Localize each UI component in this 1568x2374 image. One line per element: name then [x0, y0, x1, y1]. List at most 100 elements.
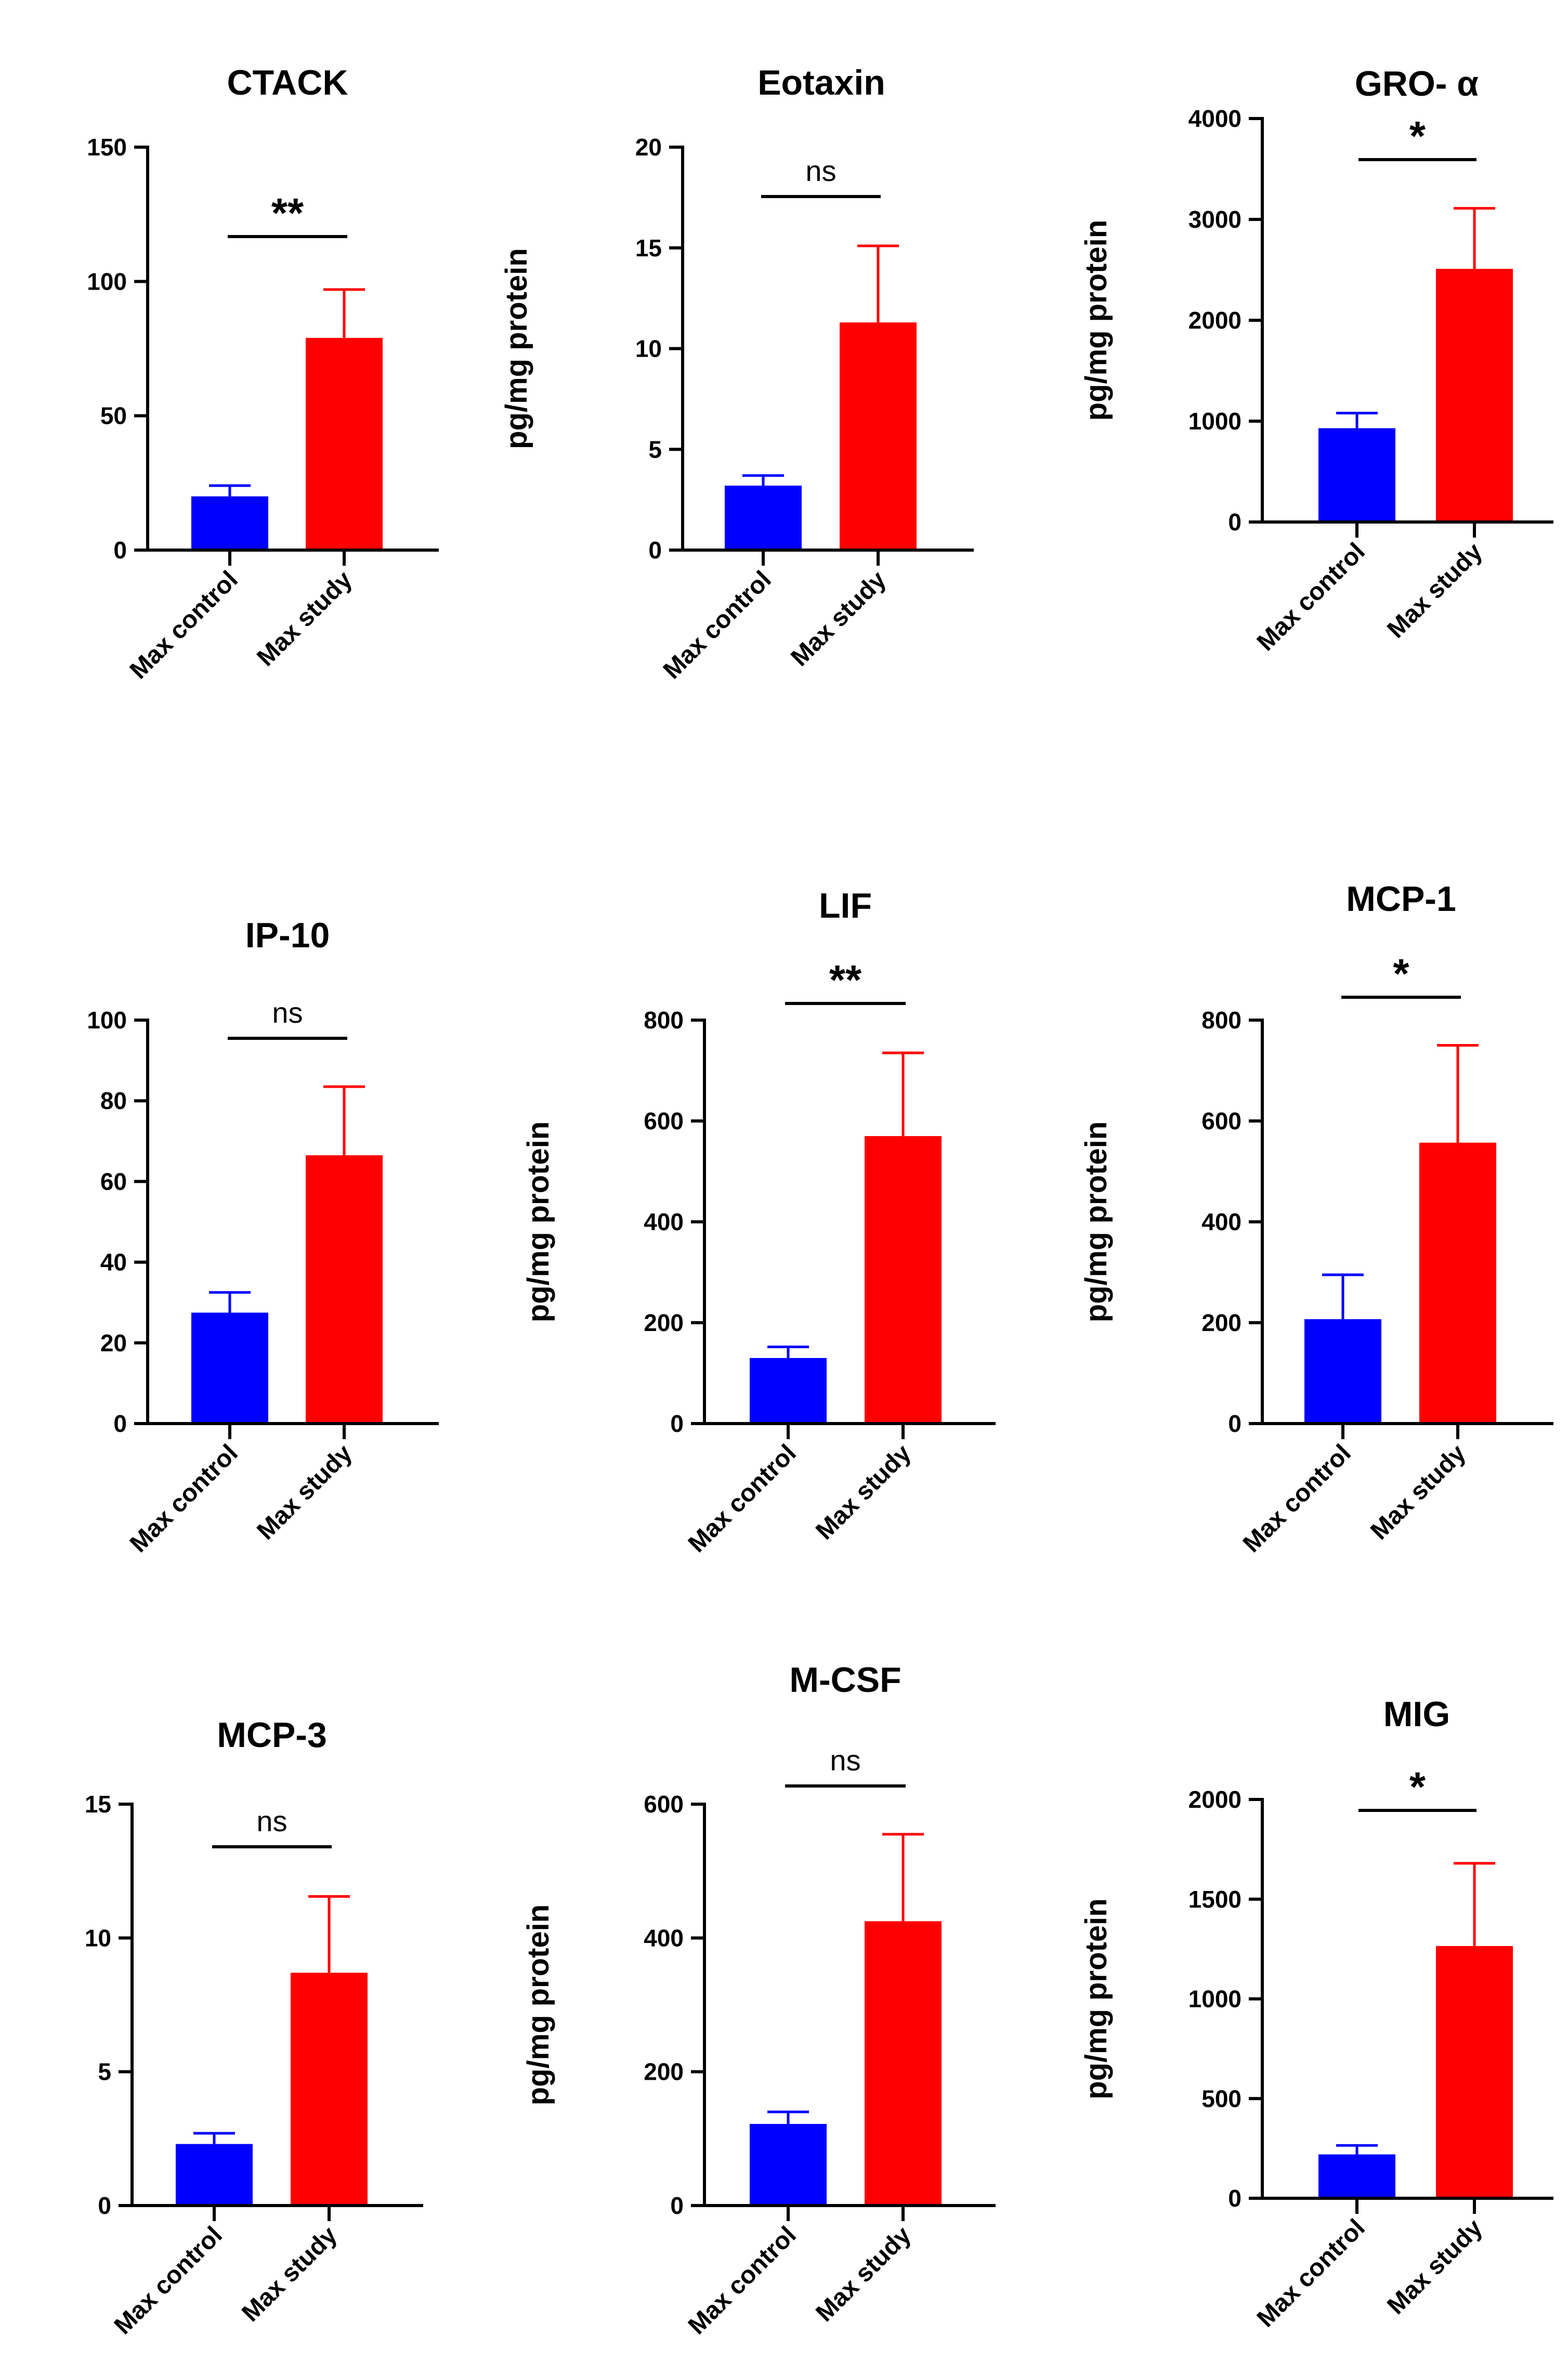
bar-max-study — [1436, 1946, 1513, 2198]
y-tick-label: 0 — [670, 2192, 684, 2219]
significance-label: * — [1393, 950, 1409, 997]
y-tick-label: 500 — [1201, 2085, 1242, 2112]
y-tick-label: 0 — [1228, 1410, 1242, 1437]
y-tick-label: 10 — [635, 335, 662, 362]
chart-title: CTACK — [227, 63, 348, 102]
x-tick-label: Max control — [1252, 538, 1370, 656]
y-tick-label: 200 — [644, 2058, 684, 2085]
bar-max-control — [1318, 2154, 1395, 2198]
y-tick-label: 0 — [648, 537, 662, 564]
y-tick-label: 0 — [113, 537, 127, 564]
x-tick-label: Max study — [252, 1439, 358, 1545]
x-tick-label: Max control — [125, 1439, 243, 1558]
bar-max-study — [306, 337, 383, 550]
bar-max-study — [1436, 269, 1513, 522]
chart-panel: GRO- α pg/mg protein 0 1000 2000 3000 4000 Max … — [1079, 64, 1553, 656]
y-tick-label: 800 — [644, 1007, 684, 1034]
chart-panel: IP-10pg/mg protein020406080100Max contro… — [87, 916, 439, 1558]
y-tick-label: 50 — [100, 402, 127, 429]
x-tick-label: Max study — [1382, 538, 1488, 644]
y-tick-label: 1000 — [1188, 1986, 1242, 2013]
y-tick-label: 150 — [87, 134, 127, 161]
bar-max-study — [840, 322, 917, 550]
significance-label: ns — [272, 996, 303, 1029]
chart-title: LIF — [819, 886, 872, 925]
y-tick-label: 60 — [100, 1168, 127, 1195]
y-tick-label: 2000 — [1188, 307, 1242, 334]
y-tick-label: 20 — [635, 134, 662, 161]
x-tick-label: Max control — [109, 2221, 228, 2340]
significance-label: ns — [830, 1744, 860, 1777]
x-tick-label: Max study — [237, 2221, 343, 2327]
y-axis-label: pg/mg protein — [521, 1121, 555, 1323]
y-axis-label: pg/mg protein — [1079, 1898, 1113, 2099]
y-axis-label: pg/mg protein — [500, 248, 533, 449]
significance-label: * — [1409, 113, 1426, 159]
x-tick-label: Max study — [811, 1439, 917, 1545]
x-tick-label: Max study — [786, 566, 892, 672]
chart-title: GRO- α — [1355, 64, 1479, 103]
x-tick-label: Max control — [683, 1439, 802, 1558]
x-tick-label: Max study — [811, 2221, 917, 2327]
chart-title: MCP-3 — [217, 1715, 327, 1755]
x-tick-label: Max study — [1382, 2214, 1488, 2320]
y-tick-label: 400 — [1201, 1208, 1242, 1235]
y-tick-label: 200 — [1201, 1309, 1242, 1336]
y-tick-label: 0 — [113, 1410, 127, 1437]
y-axis-label: pg/mg protein — [521, 1905, 555, 2106]
bar-max-study — [291, 1973, 368, 2206]
x-tick-label: Max control — [683, 2221, 802, 2340]
y-tick-label: 1000 — [1188, 408, 1242, 435]
y-tick-label: 10 — [85, 1924, 111, 1951]
y-tick-label: 0 — [1228, 508, 1242, 536]
y-tick-label: 0 — [670, 1410, 684, 1437]
y-tick-label: 20 — [100, 1329, 127, 1356]
y-axis-label: pg/mg protein — [1079, 1121, 1113, 1323]
y-tick-label: 200 — [644, 1309, 684, 1336]
chart-panel: Eotaxin pg/mg protein 0 5 10 15 20 Max control M… — [500, 63, 974, 684]
x-tick-label: Max control — [1238, 1439, 1356, 1558]
chart-panel: CTACKpg/mg protein050100150Max controlMa… — [87, 63, 439, 684]
y-tick-label: 400 — [644, 1924, 684, 1951]
chart-panel: MCP-1 pg/mg protein 0 200 400 600 800 Max contr… — [1079, 879, 1553, 1558]
chart-title: IP-10 — [245, 916, 330, 955]
significance-label: ** — [271, 190, 304, 236]
y-axis-label: pg/mg protein — [1079, 220, 1113, 421]
chart-panel: LIF pg/mg protein 0 200 400 600 800 Max control… — [521, 886, 996, 1558]
bar-max-control — [1304, 1319, 1381, 1424]
bar-max-control — [1318, 428, 1395, 522]
y-tick-label: 600 — [1201, 1107, 1242, 1134]
significance-label: ns — [256, 1805, 287, 1837]
bar-max-study — [1419, 1142, 1496, 1424]
y-tick-label: 0 — [98, 2192, 111, 2219]
y-tick-label: 1500 — [1188, 1886, 1242, 1913]
bar-max-control — [176, 2144, 253, 2206]
bar-max-study — [865, 1921, 942, 2206]
y-tick-label: 80 — [100, 1087, 127, 1114]
x-tick-label: Max study — [252, 566, 358, 672]
y-tick-label: 2000 — [1188, 1786, 1242, 1813]
x-tick-label: Max control — [658, 566, 777, 684]
significance-label: ** — [829, 957, 862, 1003]
y-tick-label: 800 — [1201, 1007, 1242, 1034]
y-tick-label: 40 — [100, 1249, 127, 1276]
y-tick-label: 0 — [1228, 2185, 1242, 2212]
chart-title: Eotaxin — [757, 63, 885, 102]
y-tick-label: 15 — [635, 234, 662, 262]
bar-max-control — [750, 2124, 827, 2206]
y-tick-label: 3000 — [1188, 206, 1242, 233]
y-tick-label: 100 — [87, 1007, 127, 1034]
y-tick-label: 400 — [644, 1208, 684, 1235]
chart-panel: MIG pg/mg protein 0 500 1000 1500 2000 Max cont… — [1079, 1694, 1553, 2332]
bar-max-control — [191, 496, 268, 550]
bar-max-control — [191, 1312, 268, 1424]
chart-title: MCP-1 — [1346, 879, 1456, 919]
chart-title: MIG — [1383, 1694, 1450, 1734]
x-tick-label: Max study — [1365, 1439, 1471, 1545]
bar-max-study — [306, 1155, 383, 1424]
y-tick-label: 600 — [644, 1791, 684, 1818]
y-tick-label: 4000 — [1188, 105, 1242, 132]
chart-panel: M-CSF pg/mg protein 0 200 400 600 Max control M… — [521, 1660, 996, 2340]
y-tick-label: 100 — [87, 268, 127, 295]
